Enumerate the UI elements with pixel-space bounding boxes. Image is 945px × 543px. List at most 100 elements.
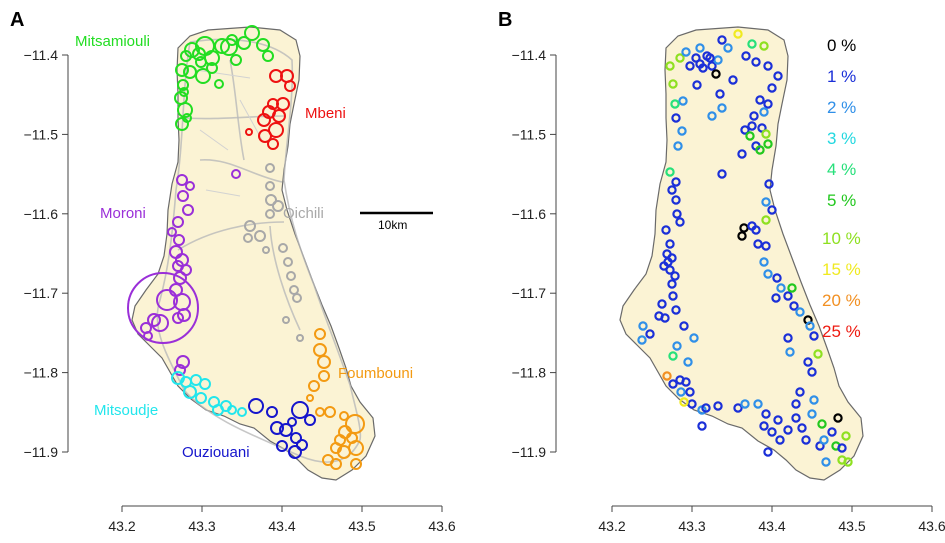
village-circle-mitsamiouli — [175, 63, 189, 77]
village-circle-mbeni — [245, 128, 253, 136]
prevalence-circle — [685, 61, 695, 71]
region-label-mbeni: Mbeni — [305, 105, 346, 122]
region-label-moroni: Moroni — [100, 205, 146, 222]
prevalence-circle — [661, 225, 671, 235]
village-circle-ouziouani — [270, 421, 284, 435]
prevalence-circle — [671, 113, 681, 123]
prevalence-circle — [667, 279, 677, 289]
y-tick-label: −11.6 — [24, 206, 59, 222]
prevalence-circle — [807, 409, 817, 419]
village-circle-foumbouni — [313, 343, 327, 357]
prevalence-circle — [761, 241, 771, 251]
panel-b-x-axis: 43.2 43.3 43.4 43.5 43.6 — [598, 505, 945, 534]
village-circle-mitsamiouli — [195, 68, 211, 84]
village-circle-oichili — [272, 200, 284, 212]
prevalence-circle — [654, 311, 664, 321]
village-circle-moroni — [185, 181, 195, 191]
prevalence-circle — [681, 47, 691, 57]
prevalence-circle — [668, 291, 678, 301]
village-circle-oichili — [262, 246, 270, 254]
panel-a-map: A Mitsamiouli Mbeni Oichili Moroni Foumb… — [10, 9, 456, 534]
prevalence-circle — [668, 379, 678, 389]
village-circle-oichili — [286, 271, 296, 281]
prevalence-circle — [783, 291, 793, 301]
prevalence-circle — [763, 61, 773, 71]
village-circle-ouziouani — [287, 417, 297, 427]
village-circle-mitsamiouli — [214, 79, 224, 89]
village-circle-mbeni — [267, 98, 279, 110]
village-circle-foumbouni — [314, 328, 326, 340]
region-label-foumbouni: Foumbouni — [338, 365, 413, 382]
village-circle-mitsamiouli — [256, 38, 270, 52]
prevalence-circle — [701, 403, 711, 413]
prevalence-circle — [675, 53, 685, 63]
village-circle-moroni — [172, 216, 184, 228]
island-shape — [131, 26, 376, 481]
prevalence-circle — [715, 89, 725, 99]
legend-item-6: 10 % — [822, 229, 861, 248]
prevalence-circle — [737, 231, 747, 241]
prevalence-circle — [767, 83, 777, 93]
prevalence-circle — [791, 399, 801, 409]
prevalence-circle — [803, 357, 813, 367]
region-labels: Mitsamiouli Mbeni Oichili Moroni Foumbou… — [75, 33, 413, 461]
legend-item-8: 20 % — [822, 291, 861, 310]
village-circle-ouziouani — [288, 445, 302, 459]
x-tick-label: 43.3 — [188, 518, 215, 534]
x-tick-label: 43.5 — [348, 518, 375, 534]
village-circles — [127, 25, 365, 470]
village-circle-oichili — [265, 209, 275, 219]
region-label-oichili: Oichili — [283, 205, 324, 222]
village-circle-mbeni — [284, 80, 296, 92]
region-label-ouziouani: Ouziouani — [182, 444, 250, 461]
village-circle-moroni — [173, 234, 185, 246]
village-circle-foumbouni — [315, 407, 325, 417]
village-circle-mitsamiouli — [177, 79, 189, 91]
village-circle-moroni — [127, 272, 199, 344]
village-circle-mitsamiouli — [204, 50, 220, 66]
prevalence-circle — [671, 195, 681, 205]
village-circle-ouziouani — [290, 432, 302, 444]
prevalence-circle — [773, 71, 783, 81]
village-circle-ouziouani — [248, 398, 264, 414]
legend-item-7: 15 % — [822, 260, 861, 279]
prevalence-circle — [747, 39, 757, 49]
prevalence-circle — [740, 125, 750, 135]
village-circle-oichili — [265, 163, 275, 173]
prevalence-circle — [751, 57, 761, 67]
legend-item-1: 1 % — [827, 67, 856, 86]
prevalence-circle — [761, 409, 771, 419]
road — [229, 59, 245, 161]
village-circle-oichili — [283, 257, 293, 267]
village-circle-foumbouni — [339, 411, 349, 421]
village-circle-foumbouni — [306, 394, 314, 402]
prevalence-circle — [747, 221, 757, 231]
village-circle-ouziouani — [266, 406, 278, 418]
scale-bar-label: 10km — [378, 218, 407, 232]
village-circle-moroni — [172, 312, 184, 324]
track — [205, 189, 241, 197]
prevalence-circle — [791, 413, 801, 423]
road — [199, 159, 283, 183]
prevalence-circle — [787, 283, 797, 293]
prevalence-circle — [733, 29, 743, 39]
prevalence-circle — [665, 167, 675, 177]
village-circle-moroni — [176, 355, 190, 369]
village-circle-moroni — [231, 169, 241, 179]
prevalence-circle — [692, 80, 702, 90]
prevalence-circle — [817, 419, 827, 429]
prevalence-circle — [687, 399, 697, 409]
x-tick-label: 43.6 — [918, 518, 945, 534]
prevalence-circle — [764, 179, 774, 189]
y-tick-label: −11.5 — [24, 126, 59, 142]
prevalence-circle — [763, 447, 773, 457]
prevalence-circle — [772, 273, 782, 283]
prevalence-circle — [749, 111, 759, 121]
village-circle-mitsamiouli — [230, 54, 242, 66]
prevalence-circle — [745, 131, 755, 141]
village-circle-mbeni — [258, 129, 272, 143]
prevalence-circle — [707, 111, 717, 121]
legend-item-4: 4 % — [827, 160, 856, 179]
road — [269, 225, 301, 331]
